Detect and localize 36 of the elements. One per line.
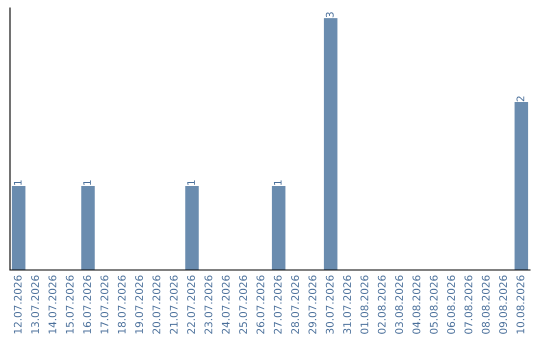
- x-tick-label: 01.08.2026: [360, 276, 368, 334]
- x-tick-label: 02.08.2026: [378, 276, 386, 334]
- x-tick-label: 25.07.2026: [239, 276, 248, 334]
- x-tick-label: 16.07.2026: [83, 276, 92, 334]
- data-label: 1: [274, 180, 282, 185]
- x-tick-label: 09.08.2026: [499, 276, 508, 334]
- x-tick-label: 13.07.2026: [31, 276, 40, 334]
- x-tick-label: 14.07.2026: [48, 276, 56, 334]
- data-label: 3: [326, 12, 334, 18]
- x-tick-label: 17.07.2026: [100, 276, 108, 334]
- x-tick-label: 22.07.2026: [187, 276, 196, 334]
- x-tick-label: 29.07.2026: [308, 276, 316, 334]
- x-tick-label: 21.07.2026: [170, 276, 178, 334]
- x-tick-label: 28.07.2026: [291, 276, 300, 334]
- x-tick-label: 27.07.2026: [274, 276, 282, 334]
- x-tick-label: 06.08.2026: [447, 276, 456, 334]
- x-tick-label: 10.08.2026: [516, 276, 524, 334]
- x-tick-label: 23.07.2026: [204, 276, 212, 334]
- data-label: 2: [516, 96, 524, 102]
- x-tick-label: 04.08.2026: [412, 276, 420, 334]
- x-tick-label: 12.07.2026: [14, 276, 22, 334]
- x-tick-label: 18.07.2026: [118, 276, 126, 334]
- x-tick-label: 26.07.2026: [256, 276, 264, 334]
- x-tick-label: 20.07.2026: [152, 276, 160, 334]
- x-tick-label: 08.08.2026: [482, 276, 490, 334]
- data-label: 1: [14, 180, 22, 185]
- x-tick-label: 24.07.2026: [222, 276, 230, 334]
- x-tick-label: 03.08.2026: [395, 276, 404, 334]
- data-label: 1: [83, 180, 91, 185]
- x-tick-label: 31.07.2026: [343, 276, 352, 334]
- x-tick-label: 15.07.2026: [66, 276, 74, 334]
- data-label: 1: [187, 180, 195, 185]
- x-tick-label: 05.08.2026: [430, 276, 438, 334]
- x-tick-label: 07.08.2026: [464, 276, 472, 334]
- x-tick-label: 30.07.2026: [326, 276, 334, 334]
- x-tick-label: 19.07.2026: [135, 276, 144, 334]
